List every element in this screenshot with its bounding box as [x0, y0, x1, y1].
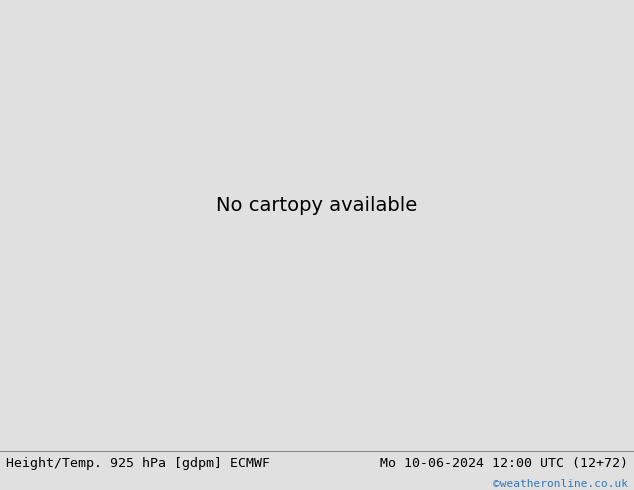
- Text: Height/Temp. 925 hPa [gdpm] ECMWF: Height/Temp. 925 hPa [gdpm] ECMWF: [6, 457, 270, 470]
- Text: ©weatheronline.co.uk: ©weatheronline.co.uk: [493, 479, 628, 489]
- Text: No cartopy available: No cartopy available: [216, 196, 418, 215]
- Text: Mo 10-06-2024 12:00 UTC (12+72): Mo 10-06-2024 12:00 UTC (12+72): [380, 457, 628, 470]
